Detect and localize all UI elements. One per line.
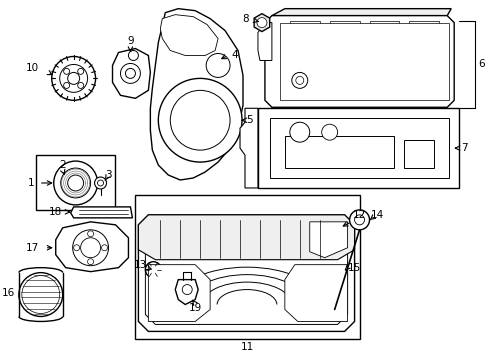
Polygon shape	[271, 9, 450, 15]
Polygon shape	[56, 222, 128, 272]
Text: 4: 4	[231, 50, 238, 60]
Circle shape	[19, 273, 62, 316]
Polygon shape	[369, 21, 399, 45]
Polygon shape	[269, 118, 448, 178]
Polygon shape	[160, 15, 218, 55]
Text: 6: 6	[477, 59, 484, 69]
Circle shape	[73, 230, 108, 266]
Bar	[404, 140, 433, 168]
Polygon shape	[138, 215, 354, 260]
Circle shape	[256, 18, 266, 28]
Text: 10: 10	[26, 63, 40, 73]
Polygon shape	[240, 108, 258, 188]
Circle shape	[74, 245, 80, 251]
Circle shape	[63, 82, 69, 89]
Text: 14: 14	[370, 210, 384, 220]
Text: 15: 15	[347, 263, 361, 273]
Circle shape	[87, 259, 93, 265]
Circle shape	[149, 266, 157, 274]
Polygon shape	[148, 265, 210, 321]
Text: 17: 17	[26, 243, 40, 253]
Circle shape	[98, 180, 103, 186]
Text: 12: 12	[352, 210, 366, 220]
Circle shape	[295, 76, 303, 84]
Circle shape	[182, 285, 192, 294]
Polygon shape	[258, 108, 458, 188]
Text: 11: 11	[240, 342, 253, 352]
Polygon shape	[264, 15, 453, 107]
Circle shape	[120, 63, 140, 84]
Circle shape	[52, 57, 95, 100]
Text: 3: 3	[105, 170, 112, 180]
Polygon shape	[138, 215, 354, 332]
Polygon shape	[285, 265, 347, 321]
Circle shape	[78, 82, 83, 89]
Circle shape	[349, 210, 369, 230]
Text: 16: 16	[2, 288, 16, 298]
Circle shape	[87, 231, 93, 237]
Text: 19: 19	[188, 302, 202, 312]
Polygon shape	[408, 21, 438, 45]
Text: 7: 7	[460, 143, 467, 153]
Circle shape	[61, 168, 90, 198]
Circle shape	[206, 54, 229, 77]
Circle shape	[291, 72, 307, 88]
Text: 18: 18	[49, 207, 62, 217]
Circle shape	[67, 175, 83, 191]
Polygon shape	[258, 23, 271, 60]
Text: 9: 9	[127, 36, 134, 46]
Circle shape	[145, 262, 161, 278]
Circle shape	[321, 124, 337, 140]
Polygon shape	[309, 222, 347, 258]
Polygon shape	[175, 280, 198, 305]
Circle shape	[78, 68, 83, 74]
Bar	[36, 155, 115, 210]
Bar	[285, 136, 394, 168]
Circle shape	[354, 215, 364, 225]
Circle shape	[60, 64, 87, 92]
Circle shape	[158, 78, 242, 162]
Polygon shape	[150, 9, 243, 180]
Polygon shape	[279, 23, 448, 100]
Circle shape	[128, 50, 138, 60]
Circle shape	[289, 122, 309, 142]
Polygon shape	[71, 207, 132, 218]
Circle shape	[67, 72, 80, 84]
Circle shape	[125, 68, 135, 78]
Bar	[135, 195, 359, 339]
Circle shape	[94, 177, 106, 189]
Polygon shape	[112, 49, 150, 98]
Circle shape	[54, 161, 98, 205]
Circle shape	[81, 238, 101, 258]
Polygon shape	[254, 14, 269, 32]
Text: 2: 2	[59, 160, 66, 170]
Circle shape	[22, 276, 60, 314]
Polygon shape	[289, 21, 319, 45]
Circle shape	[170, 90, 229, 150]
Text: 13: 13	[134, 260, 147, 270]
Polygon shape	[145, 222, 347, 324]
Circle shape	[102, 245, 107, 251]
Polygon shape	[329, 21, 359, 45]
Text: 8: 8	[242, 14, 249, 24]
Circle shape	[63, 68, 69, 74]
Text: 1: 1	[27, 178, 34, 188]
Text: 5: 5	[246, 115, 253, 125]
